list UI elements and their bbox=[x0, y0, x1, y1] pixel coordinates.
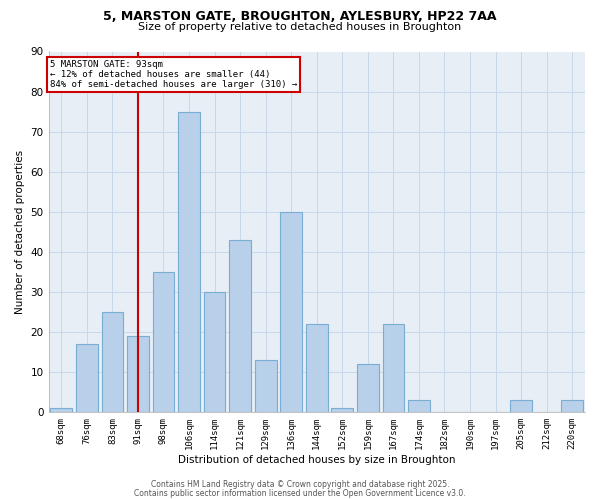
Bar bbox=[50, 408, 72, 412]
Bar bbox=[204, 292, 226, 412]
Y-axis label: Number of detached properties: Number of detached properties bbox=[15, 150, 25, 314]
X-axis label: Distribution of detached houses by size in Broughton: Distribution of detached houses by size … bbox=[178, 455, 455, 465]
Text: Contains public sector information licensed under the Open Government Licence v3: Contains public sector information licen… bbox=[134, 489, 466, 498]
Bar bbox=[562, 400, 583, 412]
Bar bbox=[510, 400, 532, 412]
Bar bbox=[127, 336, 149, 412]
Bar bbox=[357, 364, 379, 412]
Bar bbox=[331, 408, 353, 412]
Bar bbox=[76, 344, 98, 412]
Bar bbox=[306, 324, 328, 412]
Bar bbox=[152, 272, 175, 412]
Bar bbox=[255, 360, 277, 412]
Bar bbox=[280, 212, 302, 412]
Text: Size of property relative to detached houses in Broughton: Size of property relative to detached ho… bbox=[139, 22, 461, 32]
Bar bbox=[383, 324, 404, 412]
Text: 5, MARSTON GATE, BROUGHTON, AYLESBURY, HP22 7AA: 5, MARSTON GATE, BROUGHTON, AYLESBURY, H… bbox=[103, 10, 497, 23]
Bar bbox=[178, 112, 200, 412]
Bar bbox=[408, 400, 430, 412]
Bar bbox=[229, 240, 251, 412]
Text: Contains HM Land Registry data © Crown copyright and database right 2025.: Contains HM Land Registry data © Crown c… bbox=[151, 480, 449, 489]
Text: 5 MARSTON GATE: 93sqm
← 12% of detached houses are smaller (44)
84% of semi-deta: 5 MARSTON GATE: 93sqm ← 12% of detached … bbox=[50, 60, 297, 90]
Bar bbox=[101, 312, 123, 412]
